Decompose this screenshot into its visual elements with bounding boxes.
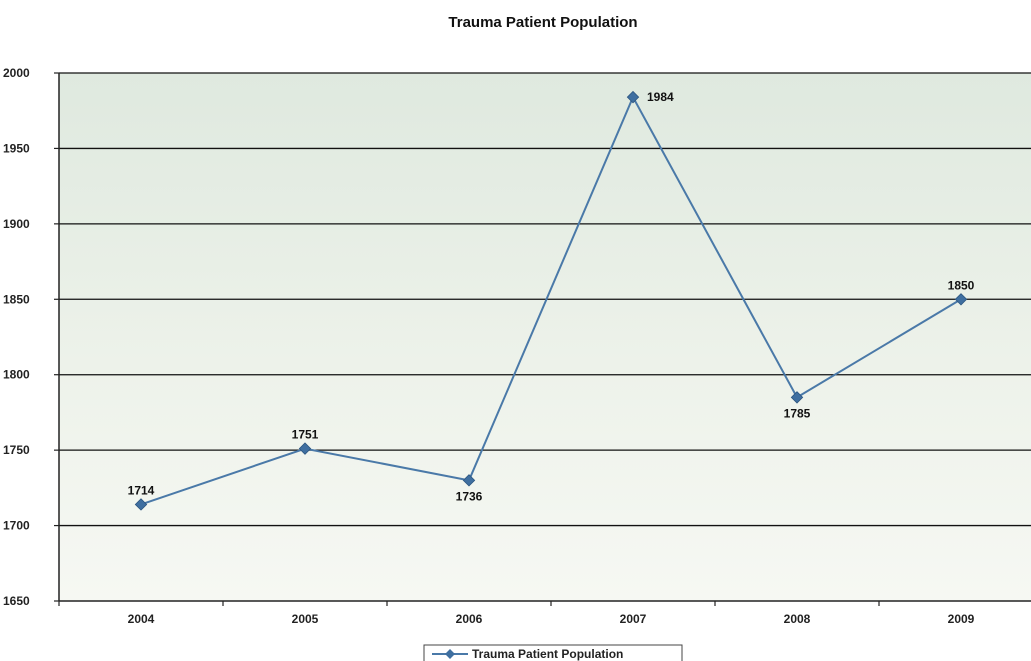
data-label: 1850 xyxy=(948,278,975,292)
x-tick-label: 2007 xyxy=(620,612,647,626)
gridlines xyxy=(59,72,1031,527)
y-tick-label: 1850 xyxy=(3,292,30,306)
data-label: 1984 xyxy=(647,90,674,104)
data-point-marker xyxy=(462,474,476,487)
data-point-marker xyxy=(626,90,640,104)
data-point-marker xyxy=(954,293,968,306)
x-tick-label: 2008 xyxy=(784,612,811,626)
y-tick-label: 1800 xyxy=(3,368,30,382)
legend: Trauma Patient Population xyxy=(423,644,683,661)
y-tick-label: 1950 xyxy=(3,141,30,155)
series-trauma-patient-population xyxy=(134,90,968,511)
plot-area xyxy=(59,73,1031,601)
chart-title: Trauma Patient Population xyxy=(448,14,637,31)
legend-diamond-marker xyxy=(445,649,455,659)
data-point-marker xyxy=(790,391,804,404)
data-label: 1751 xyxy=(292,428,319,442)
x-tick-label: 2004 xyxy=(128,612,155,626)
series-line xyxy=(140,94,962,506)
y-tick-label: 1650 xyxy=(3,594,30,608)
data-label: 1714 xyxy=(128,483,155,497)
y-tick-label: 1750 xyxy=(3,443,30,457)
data-labels: 1714 1751 1736 1984 1785 1850 xyxy=(128,90,975,503)
data-point-marker xyxy=(134,498,148,511)
x-tick-label: 2006 xyxy=(456,612,483,626)
y-tick-label: 2000 xyxy=(3,66,30,80)
data-label: 1736 xyxy=(456,489,483,503)
x-axis-ticks: 2004 2005 2006 2007 2008 2009 xyxy=(58,601,975,626)
data-label: 1785 xyxy=(784,406,811,420)
data-point-marker xyxy=(298,442,312,455)
x-tick-label: 2009 xyxy=(948,612,975,626)
legend-box xyxy=(423,644,683,661)
legend-label: Trauma Patient Population xyxy=(472,647,623,661)
y-axis-ticks: 1650 1700 1750 1800 1850 1900 1950 2000 xyxy=(3,66,59,608)
y-tick-label: 1700 xyxy=(3,519,30,533)
x-tick-label: 2005 xyxy=(292,612,319,626)
y-tick-label: 1900 xyxy=(3,217,30,231)
